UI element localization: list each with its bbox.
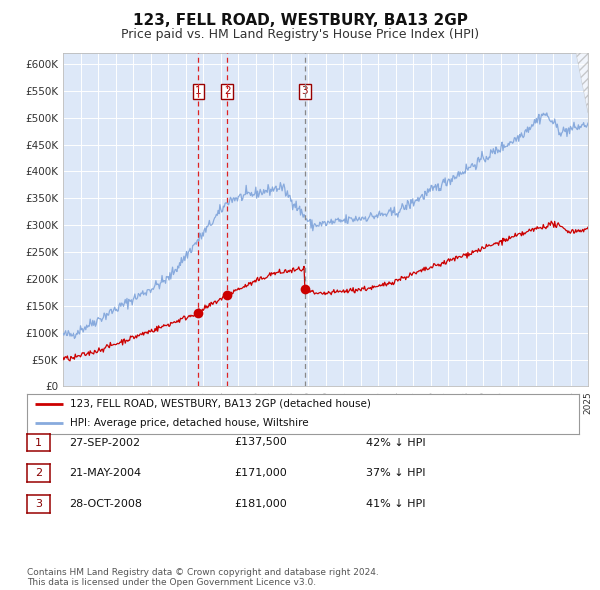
Text: 2: 2 (35, 468, 42, 478)
Text: £181,000: £181,000 (234, 499, 287, 509)
Text: 3: 3 (302, 87, 308, 96)
Text: 1: 1 (35, 438, 42, 447)
Text: 123, FELL ROAD, WESTBURY, BA13 2GP: 123, FELL ROAD, WESTBURY, BA13 2GP (133, 13, 467, 28)
Text: 42% ↓ HPI: 42% ↓ HPI (366, 438, 425, 447)
Text: 1: 1 (195, 87, 202, 96)
Text: 123, FELL ROAD, WESTBURY, BA13 2GP (detached house): 123, FELL ROAD, WESTBURY, BA13 2GP (deta… (70, 399, 371, 408)
Polygon shape (576, 53, 588, 113)
Text: 37% ↓ HPI: 37% ↓ HPI (366, 468, 425, 478)
Text: Contains HM Land Registry data © Crown copyright and database right 2024.
This d: Contains HM Land Registry data © Crown c… (27, 568, 379, 587)
Text: 3: 3 (35, 499, 42, 509)
Text: 41% ↓ HPI: 41% ↓ HPI (366, 499, 425, 509)
Text: 2: 2 (224, 87, 230, 96)
Text: HPI: Average price, detached house, Wiltshire: HPI: Average price, detached house, Wilt… (70, 418, 308, 428)
Text: £171,000: £171,000 (234, 468, 287, 478)
Text: 27-SEP-2002: 27-SEP-2002 (69, 438, 140, 447)
Text: Price paid vs. HM Land Registry's House Price Index (HPI): Price paid vs. HM Land Registry's House … (121, 28, 479, 41)
Text: 21-MAY-2004: 21-MAY-2004 (69, 468, 141, 478)
Text: £137,500: £137,500 (234, 438, 287, 447)
Text: 28-OCT-2008: 28-OCT-2008 (69, 499, 142, 509)
